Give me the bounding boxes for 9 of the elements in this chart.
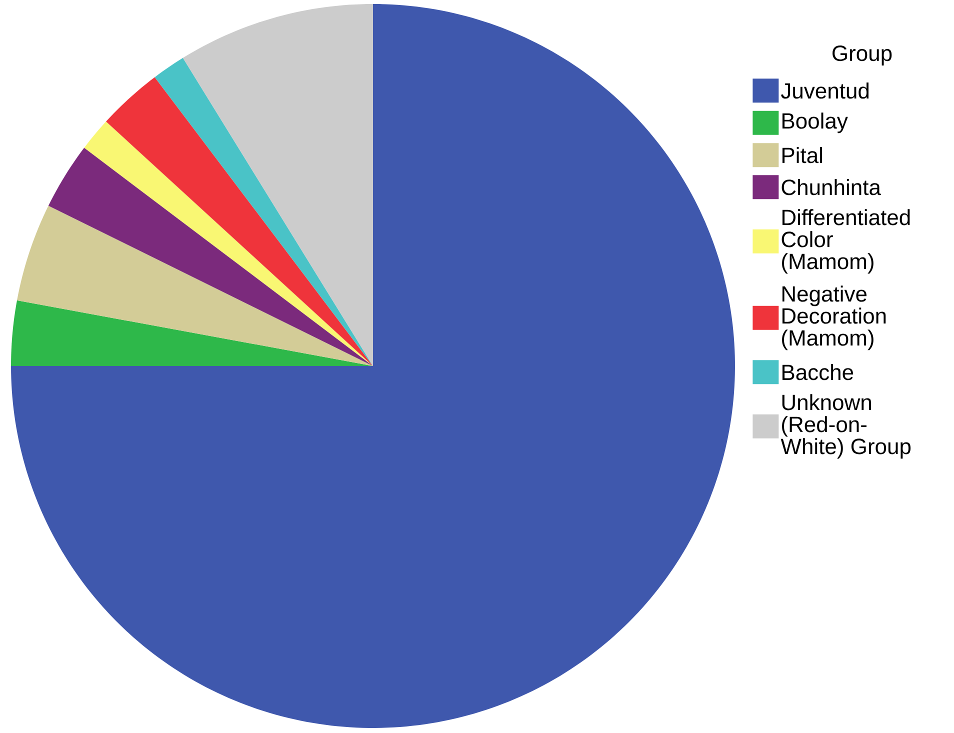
legend-label: Unknown (Red-on-White) Group — [780, 394, 911, 459]
legend-label: Juventud — [781, 82, 869, 99]
legend-label: Negative Decoration (Mamom) — [782, 286, 886, 350]
legend-title: Group — [832, 46, 892, 66]
legend-label: Chunhinta — [782, 179, 881, 196]
legend-label: Differentiated Color (Mamom) — [782, 209, 910, 274]
legend-label: Pital — [782, 147, 822, 164]
legend-label: Bacche — [782, 364, 854, 380]
legend-label: Boolay — [782, 112, 848, 134]
